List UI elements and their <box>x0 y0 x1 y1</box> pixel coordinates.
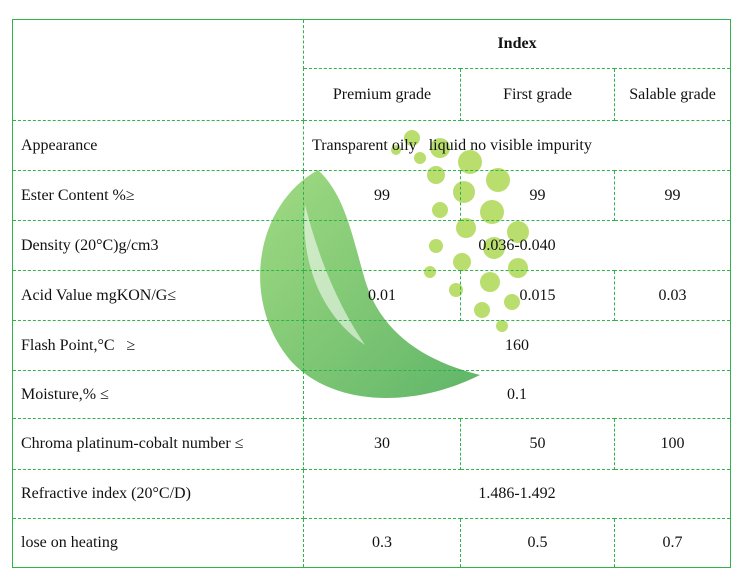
row-value-first: 50 <box>460 418 615 470</box>
row-value-premium: 0.01 <box>303 270 461 321</box>
table-row-moisture: Moisture,% ≤ 0.1 <box>12 370 732 419</box>
row-label: Moisture,% ≤ <box>12 370 304 419</box>
row-label: Acid Value mgKON/G≤ <box>12 270 304 321</box>
row-value-salable: 0.7 <box>613 518 732 568</box>
row-label: Flash Point,°C ≥ <box>12 320 304 371</box>
table-row-refractive-index: Refractive index (20°C/D) 1.486-1.492 <box>12 469 732 519</box>
row-label: lose on heating <box>12 518 304 568</box>
table-row-ester-content: Ester Content %≥ 99 99 99 <box>12 170 732 221</box>
row-value-salable: 100 <box>613 418 732 470</box>
row-merged-value: Transparent oily liquid no visible impur… <box>302 120 732 171</box>
row-label: Appearance <box>12 120 304 171</box>
row-value-salable: 99 <box>613 170 732 221</box>
row-value-first: 99 <box>460 170 615 221</box>
row-value-premium: 99 <box>303 170 461 221</box>
specification-table: Index Premium grade First grade Salable … <box>12 19 732 568</box>
table-row-lose-on-heating: lose on heating 0.3 0.5 0.7 <box>12 518 732 568</box>
row-merged-value: 1.486-1.492 <box>302 469 732 519</box>
row-merged-value: 160 <box>302 320 732 371</box>
grade-premium-header: Premium grade <box>303 68 461 121</box>
table-row-density: Density (20°C)g/cm3 0.036-0.040 <box>12 220 732 271</box>
row-value-salable: 0.03 <box>613 270 732 321</box>
row-label: Ester Content %≥ <box>12 170 304 221</box>
table-row-flash-point: Flash Point,°C ≥ 160 <box>12 320 732 371</box>
table-row-appearance: Appearance Transparent oily liquid no vi… <box>12 120 732 171</box>
grade-first-header: First grade <box>460 68 615 121</box>
row-merged-value: 0.036-0.040 <box>302 220 732 271</box>
grade-salable-label: Salable grade <box>629 85 716 103</box>
row-value-first: 0.5 <box>460 518 615 568</box>
row-label: Refractive index (20°C/D) <box>12 469 304 519</box>
row-label: Density (20°C)g/cm3 <box>12 220 304 271</box>
row-value-premium: 0.3 <box>303 518 461 568</box>
row-merged-value: 0.1 <box>302 370 732 419</box>
index-header: Index <box>302 19 732 69</box>
header-blank-cell <box>12 19 304 121</box>
row-value-premium: 30 <box>303 418 461 470</box>
header-row-grades: Premium grade First grade Salable grade <box>13 68 732 121</box>
row-value-first: 0.015 <box>460 270 615 321</box>
grade-salable-header: Salable grade <box>613 68 732 121</box>
row-label: Chroma platinum-cobalt number ≤ <box>12 418 304 470</box>
header-row-index: Index <box>12 19 732 121</box>
table-row-acid-value: Acid Value mgKON/G≤ 0.01 0.015 0.03 <box>12 270 732 321</box>
table-row-chroma: Chroma platinum-cobalt number ≤ 30 50 10… <box>12 418 732 470</box>
